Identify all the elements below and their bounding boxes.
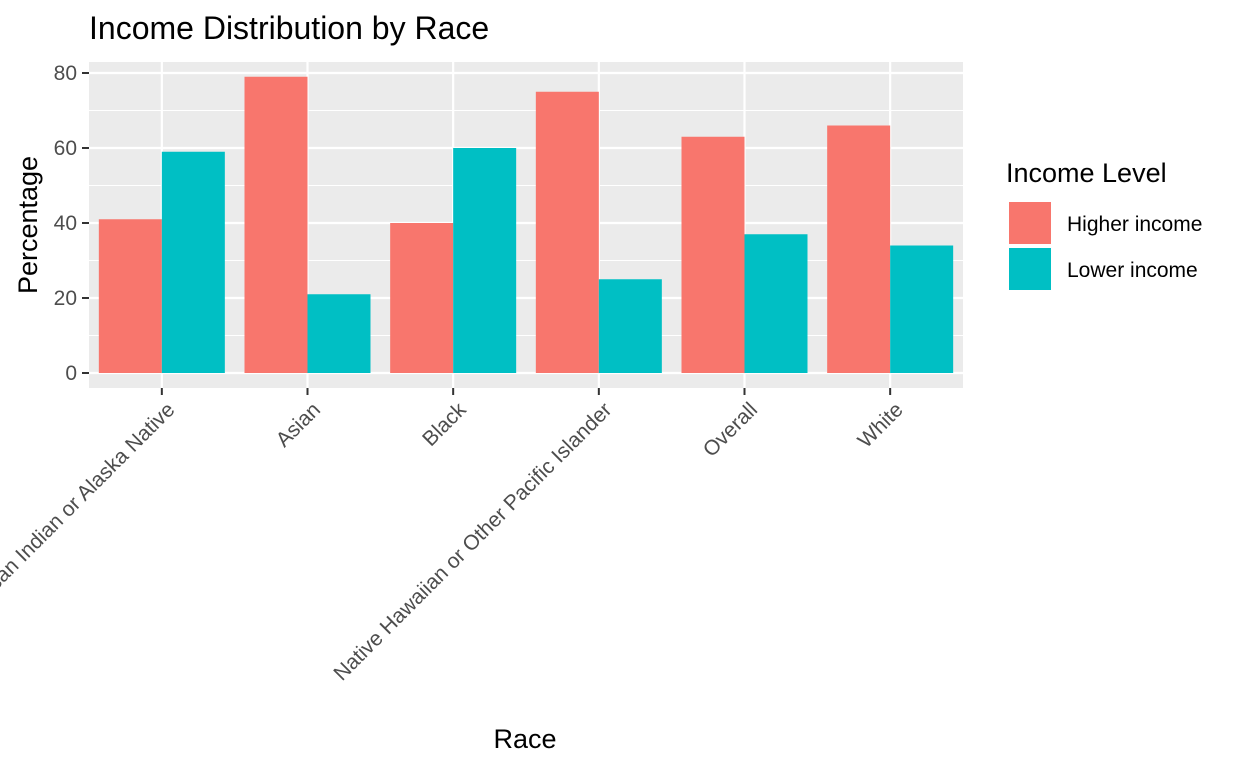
x-tick-label: American Indian or Alaska Native [0,398,179,633]
panel-background [89,62,963,388]
y-tick-label: 20 [54,287,77,310]
x-axis: American Indian or Alaska Native Asian Bla… [0,388,908,685]
legend-title: Income Level [1006,158,1167,188]
bar [390,223,454,373]
bar [98,219,162,373]
legend-key [1007,246,1053,292]
x-axis-title: Race [493,724,556,754]
y-axis-title: Percentage [13,156,43,294]
legend: Income Level Higher income Lower income [1006,158,1202,292]
bar [307,294,371,373]
y-tick-label: 40 [54,212,77,235]
legend-label: Lower income [1067,259,1198,282]
bar [744,234,808,373]
bar [535,91,599,373]
legend-key [1007,200,1053,246]
bars [98,76,954,373]
bar [244,76,308,373]
bar [598,279,662,373]
x-tick-label: Native Hawaiian or Other Pacific Islande… [329,398,616,685]
x-tick-label: Overall [699,398,762,461]
y-tick-label: 80 [54,62,77,85]
x-tick-label: White [853,398,907,452]
y-tick-label: 0 [65,362,77,385]
bar [681,136,745,373]
bar [453,148,517,373]
x-tick-label: Black [418,398,471,451]
y-axis: 0 20 40 60 80 [54,62,89,385]
legend-label: Higher income [1067,213,1202,236]
x-tick-label: Asian [272,398,325,451]
chart-title: Income Distribution by Race [89,10,489,46]
bar [161,151,225,373]
bar [827,125,891,373]
y-tick-label: 60 [54,137,77,160]
bar [890,245,954,373]
